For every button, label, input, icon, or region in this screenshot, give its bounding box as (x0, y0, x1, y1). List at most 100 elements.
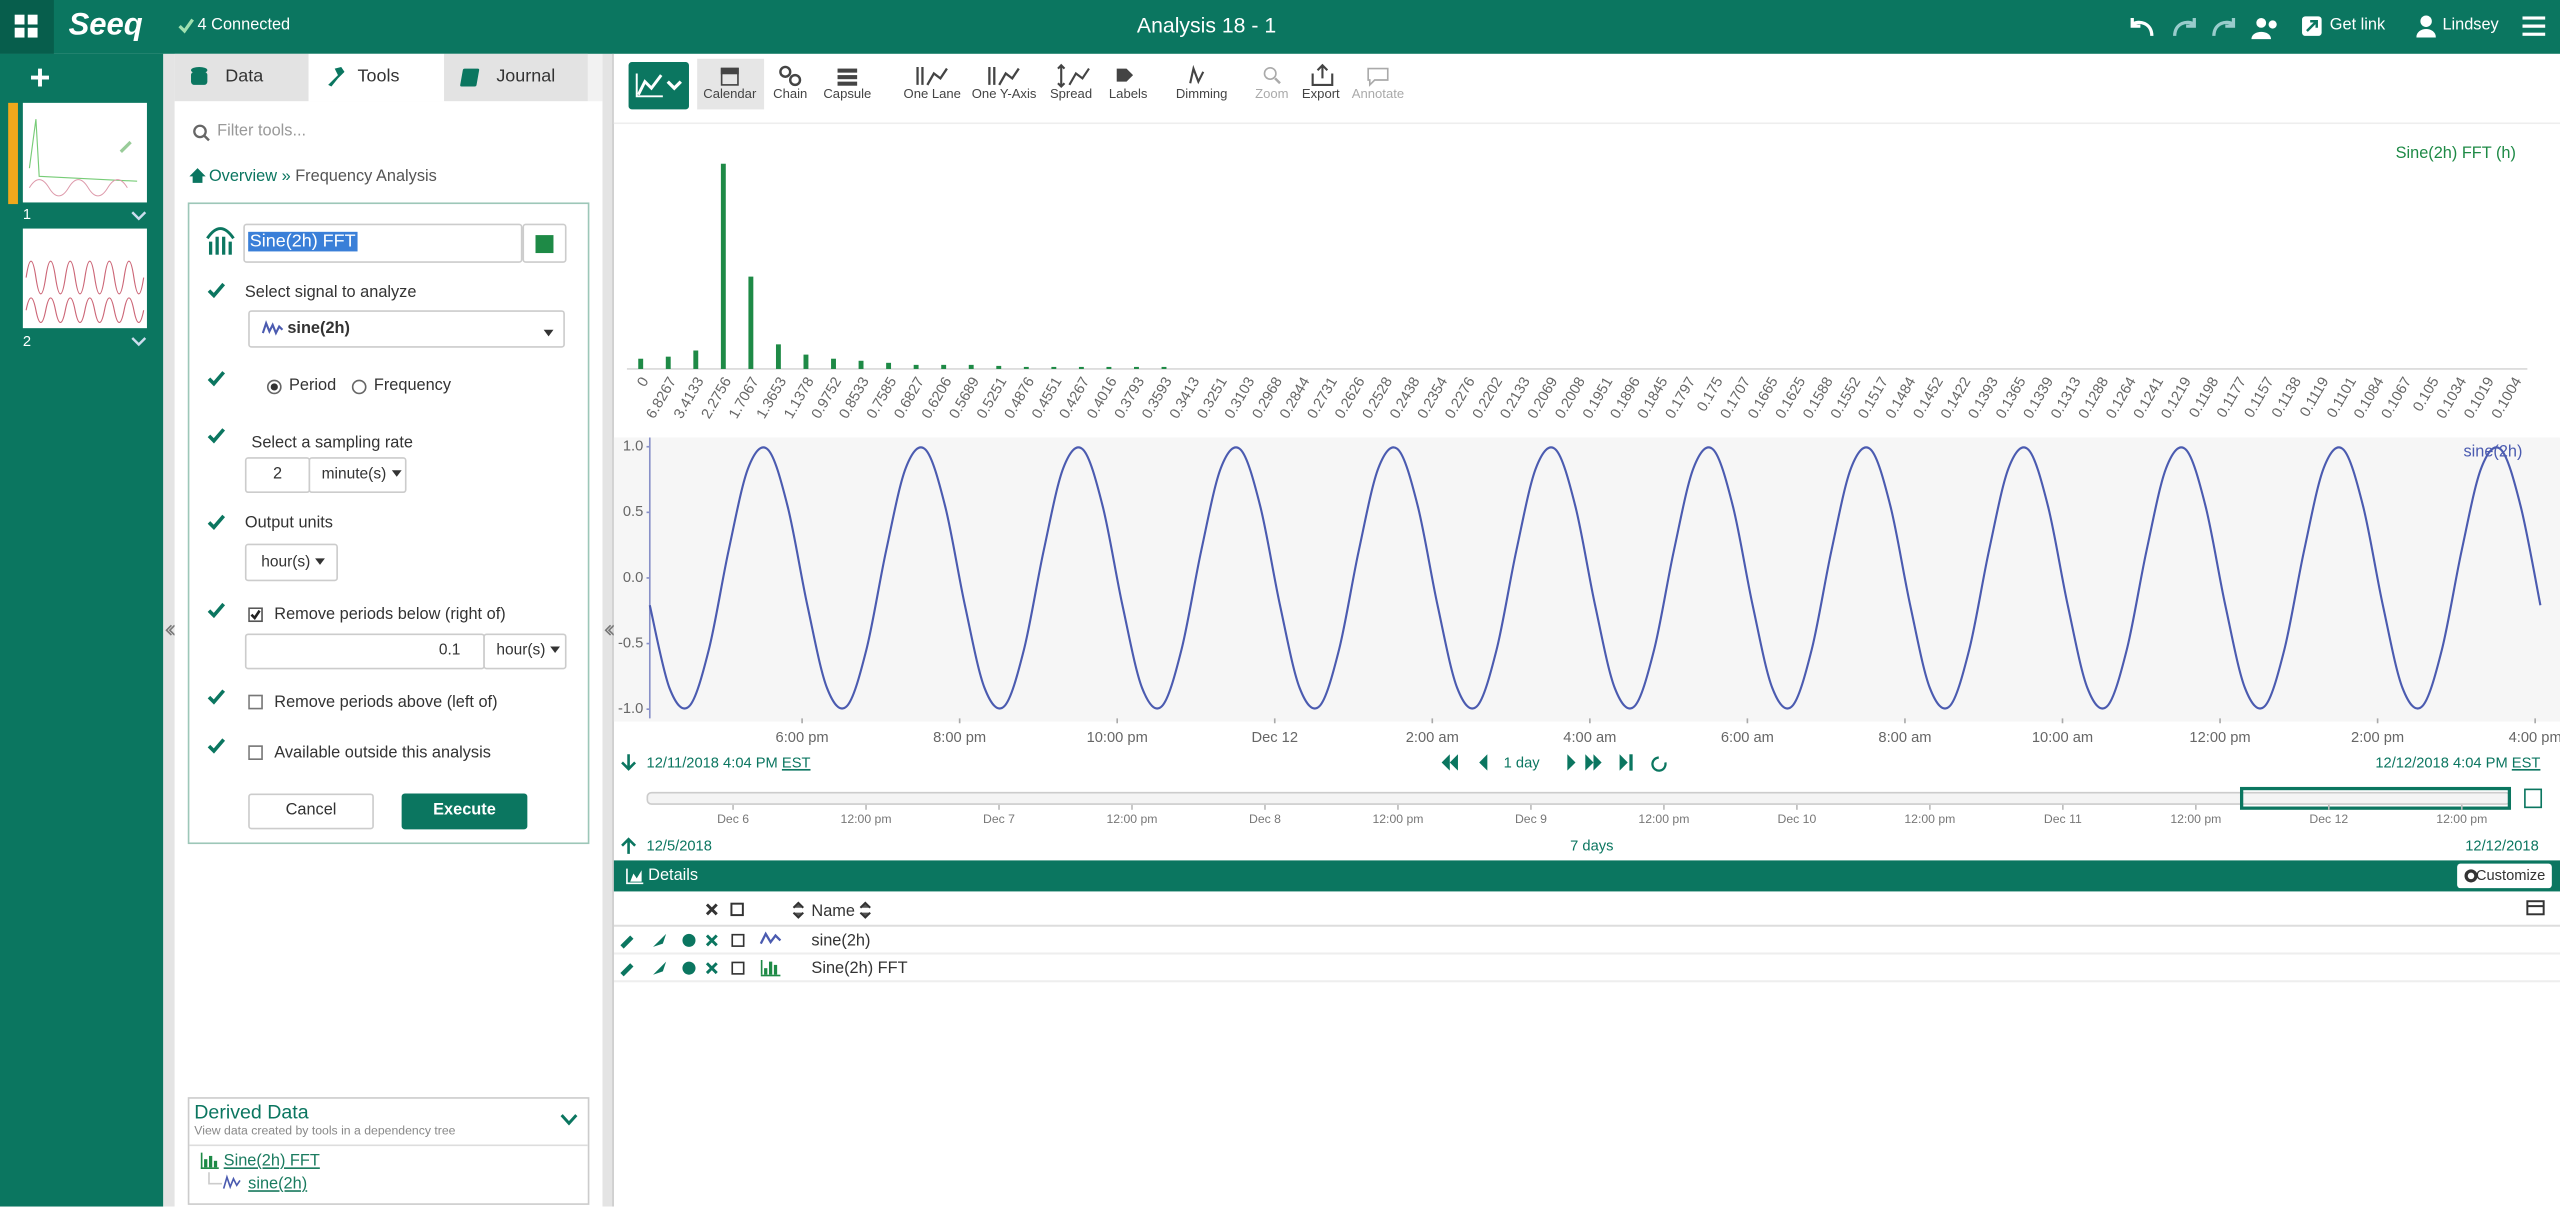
rate-input[interactable]: 2 (244, 457, 311, 494)
bar (886, 362, 892, 369)
toolbar-button[interactable]: Chain (773, 86, 808, 102)
below-input[interactable]: 0.1 (244, 633, 485, 670)
toolbar (613, 53, 2560, 125)
x-tick-label: 8:00 am (1878, 730, 1931, 746)
timezone[interactable]: EST (2511, 754, 2541, 771)
tab-label[interactable]: Tools (357, 66, 400, 87)
toolbar-button[interactable]: One Y-Axis (971, 86, 1037, 102)
tab-label[interactable]: Data (225, 66, 264, 87)
apps-button[interactable] (0, 0, 54, 54)
timezone[interactable]: EST (781, 754, 811, 771)
bar (775, 344, 781, 369)
navigator-label: Dec 12 (2309, 812, 2348, 826)
checkbox-label[interactable]: Remove periods below (right of) (274, 605, 506, 624)
below-unit[interactable]: hour(s) (496, 641, 561, 660)
collapse-arrows[interactable] (163, 620, 614, 640)
column-header[interactable]: Name (811, 902, 855, 921)
start-arrow[interactable] (620, 753, 637, 773)
customize-button[interactable]: Customize (2457, 863, 2552, 889)
navigator-label: 12:00 pm (1904, 812, 1955, 826)
item-name[interactable]: sine(2h) (811, 932, 871, 951)
toolbar-button[interactable]: Calendar (703, 86, 757, 102)
derived-item[interactable]: sine(2h) (248, 1175, 308, 1194)
checkbox-label[interactable]: Available outside this analysis (274, 744, 491, 763)
range-arrow[interactable] (620, 836, 637, 856)
link-icon[interactable] (2300, 15, 2323, 38)
bar (1106, 366, 1112, 369)
y-tick-label: 0.0 (623, 570, 643, 586)
bar (831, 358, 836, 369)
logo[interactable]: Seeq (68, 8, 143, 43)
range-start[interactable]: 12/5/2018 (646, 837, 712, 854)
view-selector[interactable] (628, 62, 689, 110)
range-length[interactable]: 7 days (1570, 837, 1614, 854)
y-tick-label: -0.5 (618, 635, 643, 651)
radio-buttons[interactable] (266, 379, 370, 395)
worksheet-thumbnail[interactable] (22, 228, 147, 329)
navigator-label: 12:00 pm (841, 812, 892, 826)
navigator-label: Dec 10 (1778, 812, 1817, 826)
add-worksheet[interactable] (29, 67, 50, 88)
output-unit-text[interactable]: hour(s) (261, 553, 311, 572)
rate-unit[interactable]: minute(s) (322, 465, 401, 483)
navigator-selection[interactable] (2239, 786, 2512, 810)
derived-item[interactable]: Sine(2h) FFT (223, 1152, 320, 1171)
toolbar-button[interactable]: Dimming (1175, 86, 1228, 102)
details-icon (626, 868, 644, 885)
output-unit-select[interactable] (244, 543, 338, 582)
display-start-time[interactable]: 12/11/2018 4:04 PM (646, 754, 778, 771)
zoom-button[interactable] (2524, 788, 2543, 809)
toolbar-button[interactable]: Spread (1049, 86, 1093, 102)
toolbar-button[interactable]: One Lane (903, 86, 961, 102)
execute-button[interactable]: Execute (401, 793, 528, 830)
x-tick-label: 8:00 pm (933, 730, 986, 746)
checkboxes[interactable] (248, 607, 264, 762)
menu-icon[interactable] (2522, 16, 2546, 36)
signal-select[interactable] (248, 310, 565, 348)
bar (665, 356, 671, 369)
user-name[interactable]: Lindsey (2442, 16, 2499, 35)
worksheet-chevrons[interactable] (131, 209, 147, 348)
connection-status[interactable]: 4 Connected (197, 16, 291, 35)
checkbox-label[interactable]: Remove periods above (left of) (274, 693, 498, 712)
output-unit[interactable]: hour(s) (261, 553, 326, 572)
radio-label[interactable]: Frequency (373, 377, 452, 396)
display-end[interactable]: 12/12/2018 4:04 PM EST (2375, 754, 2540, 770)
tab[interactable] (308, 53, 445, 102)
name-text[interactable]: Sine(2h) FFT (248, 231, 358, 252)
step-controls[interactable] (1440, 753, 1669, 773)
breadcrumb-link[interactable]: Overview (208, 168, 278, 187)
tab-label[interactable]: Journal (496, 66, 556, 87)
select-caret (539, 325, 554, 343)
derived-toggle[interactable] (560, 1113, 578, 1126)
tab-icons (191, 66, 480, 87)
navigator-label: 12:00 pm (2170, 812, 2221, 826)
range-end[interactable]: 12/12/2018 (2465, 837, 2539, 854)
display-end-time[interactable]: 12/12/2018 4:04 PM (2375, 754, 2508, 771)
below-unit-text[interactable]: hour(s) (496, 641, 546, 660)
home-icon[interactable] (188, 167, 208, 185)
step-size[interactable]: 1 day (1503, 754, 1540, 771)
toolbar-button[interactable]: Export (1301, 86, 1340, 102)
signal-name[interactable]: sine(2h) (287, 319, 350, 338)
bar (1161, 366, 1167, 369)
rate-unit-text[interactable]: minute(s) (321, 465, 387, 484)
toolbar-button[interactable]: Zoom (1255, 86, 1289, 102)
toolbar-button[interactable]: Annotate (1351, 86, 1405, 102)
get-link[interactable]: Get link (2329, 16, 2386, 35)
derived-title[interactable]: Derived Data (194, 1100, 309, 1124)
display-start[interactable]: 12/11/2018 4:04 PM EST (647, 754, 811, 770)
color-picker[interactable] (522, 223, 567, 263)
item-name[interactable]: Sine(2h) FFT (811, 959, 908, 978)
filter-tools[interactable]: Filter tools... (217, 122, 307, 141)
analysis-title[interactable]: Analysis 18 - 1 (1136, 13, 1277, 38)
toolbar-button[interactable]: Labels (1108, 86, 1148, 102)
toolbar-button[interactable]: Capsule (823, 86, 872, 102)
cancel-button[interactable]: Cancel (248, 793, 374, 830)
details-icons[interactable] (613, 896, 2560, 984)
history-icons[interactable] (2122, 10, 2285, 46)
worksheet-thumbnail[interactable] (22, 102, 147, 203)
radio-label[interactable]: Period (288, 377, 337, 396)
rate-unit-select[interactable] (308, 457, 407, 494)
